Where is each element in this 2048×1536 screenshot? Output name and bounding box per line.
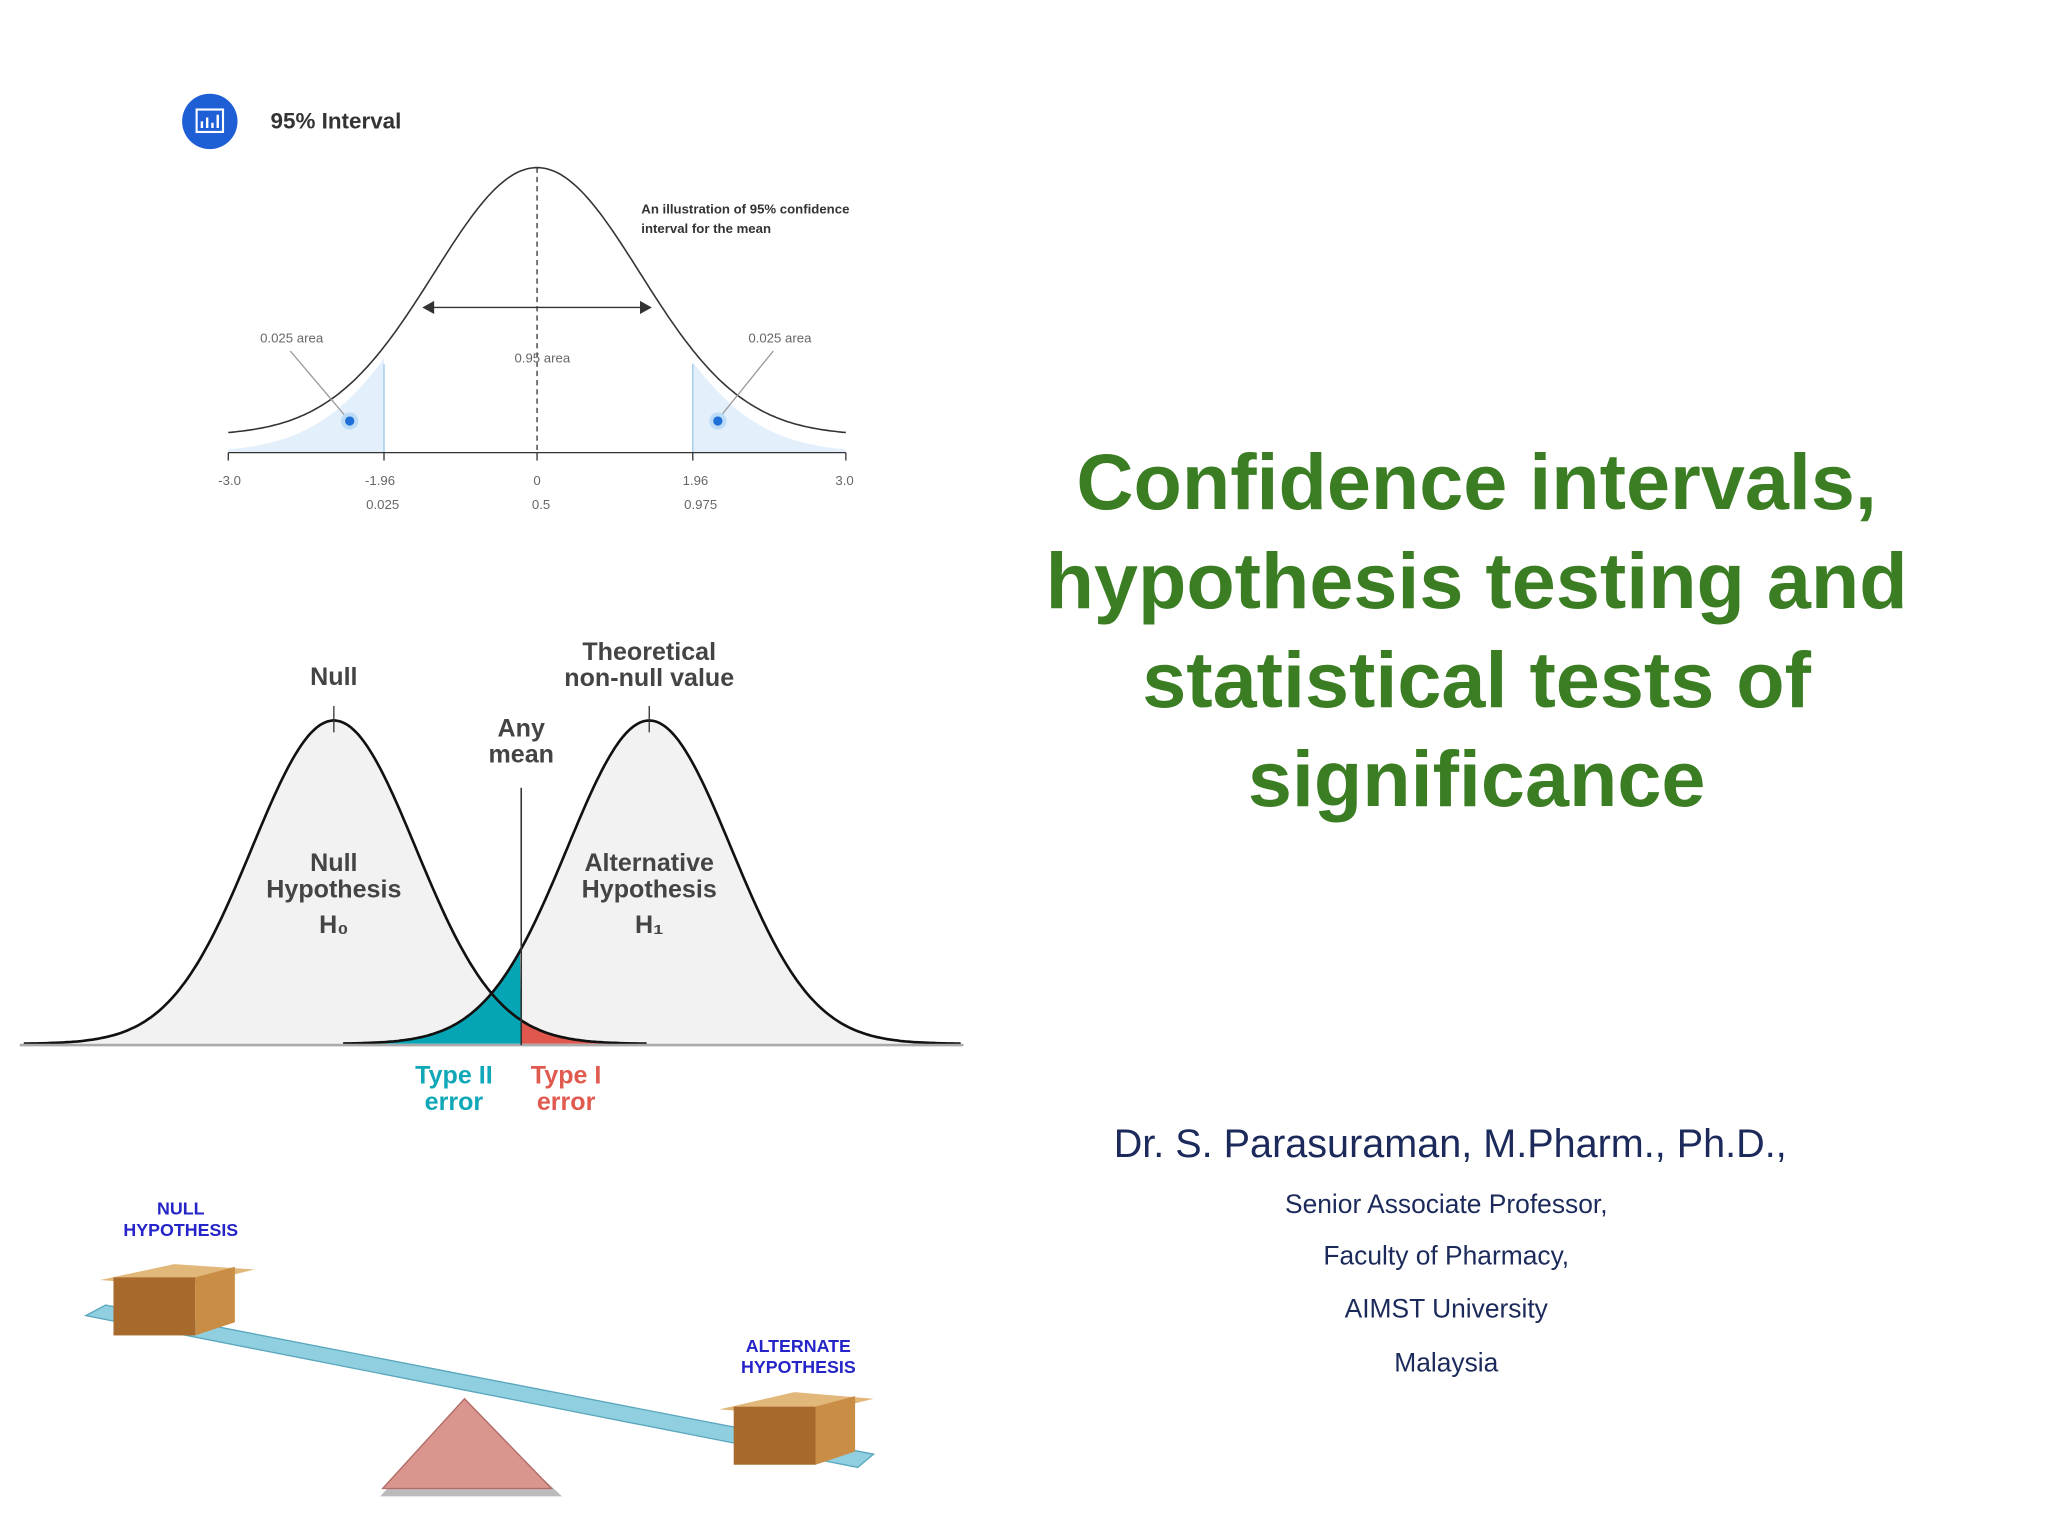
figure-title: 95% Interval (271, 109, 402, 134)
label: Hypothesis (266, 875, 401, 903)
axis-label: 0 (533, 473, 540, 488)
icon-bars (200, 114, 219, 128)
label: Null (310, 849, 357, 877)
label: HYPOTHESIS (741, 1357, 856, 1377)
label: Theoretical (582, 638, 716, 666)
label: Type II (415, 1061, 493, 1089)
area-label: 0.025 area (748, 331, 812, 346)
axis-label: -3.0 (218, 473, 241, 488)
area-label: 0.025 area (260, 331, 324, 346)
tail-area (692, 361, 846, 453)
author-line: AIMST University (1345, 1293, 1549, 1323)
confidence-interval-figure: 95% Interval An illustration of 95% conf… (182, 93, 854, 512)
plank (83, 1304, 876, 1469)
title-line: statistical tests of (1142, 635, 1811, 724)
axis-label: 3.0 (835, 473, 853, 488)
caption: interval for the mean (641, 221, 771, 236)
label: Any (498, 714, 545, 742)
title-block: Confidence intervals, hypothesis testing… (1046, 437, 1908, 1377)
seesaw-figure: NULL HYPOTHESIS ALTERNATE HYPOTHESIS (83, 1199, 876, 1497)
label: H₁ (635, 911, 663, 939)
label: Type I (531, 1061, 602, 1089)
area-label: 0.95 area (514, 350, 570, 365)
type-1-area (521, 1020, 638, 1044)
axis-label: 0.025 (366, 497, 399, 512)
null-curve-fill (23, 720, 647, 1044)
title-line: hypothesis testing and (1046, 536, 1908, 625)
box (719, 1392, 874, 1465)
axis-label: -1.96 (365, 473, 395, 488)
box (100, 1264, 255, 1336)
label: error (537, 1088, 596, 1116)
author-line: Malaysia (1394, 1347, 1498, 1377)
caption: An illustration of 95% confidence (641, 201, 849, 216)
marker (341, 412, 359, 430)
marker (709, 412, 727, 430)
title-line: Confidence intervals, (1076, 437, 1877, 526)
label: Alternative (584, 849, 714, 877)
label: error (425, 1088, 484, 1116)
label: NULL (157, 1199, 205, 1219)
axis-label: 1.96 (683, 473, 709, 488)
fulcrum (381, 1397, 554, 1490)
label: non-null value (564, 664, 734, 692)
pointer (717, 350, 774, 421)
label: ALTERNATE (746, 1336, 851, 1356)
title-line: significance (1248, 734, 1706, 823)
author-line: Faculty of Pharmacy, (1323, 1241, 1569, 1271)
label: mean (488, 741, 553, 769)
tail-area (228, 358, 384, 453)
label: H₀ (319, 911, 348, 939)
axis-label: 0.5 (532, 497, 550, 512)
label: HYPOTHESIS (123, 1220, 238, 1240)
author-line: Senior Associate Professor, (1285, 1189, 1608, 1219)
null-curve (23, 719, 647, 1045)
label: Hypothesis (582, 875, 717, 903)
alt-curve (343, 719, 961, 1045)
alt-curve-fill (343, 720, 961, 1044)
pointer (289, 350, 349, 421)
type-2-area (345, 951, 522, 1044)
icon-frame (195, 108, 225, 134)
label: Null (310, 663, 357, 691)
chart-icon (182, 93, 238, 150)
axis-label: 0.975 (684, 497, 717, 512)
author-name: Dr. S. Parasuraman, M.Pharm., Ph.D., (1114, 1122, 1787, 1166)
